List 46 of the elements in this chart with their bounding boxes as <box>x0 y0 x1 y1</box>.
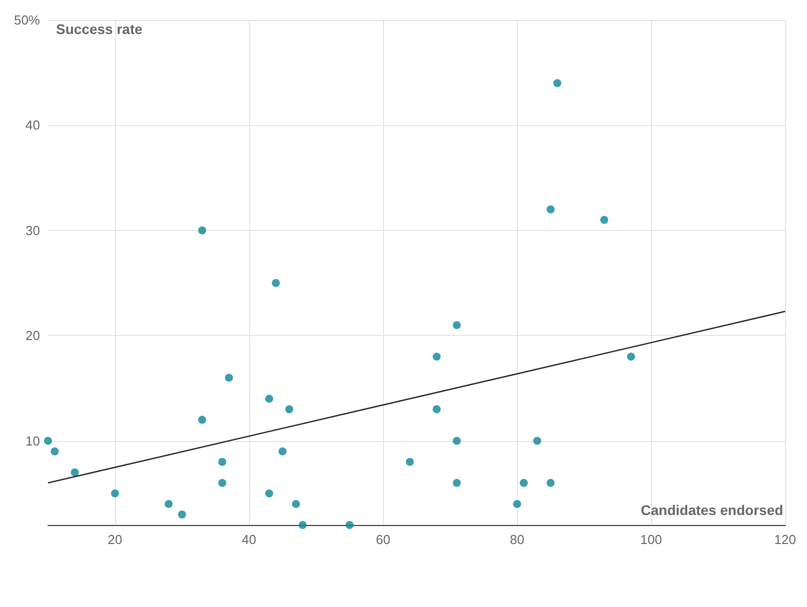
point <box>627 352 636 361</box>
point <box>44 436 52 445</box>
point <box>533 436 542 445</box>
point <box>265 489 274 498</box>
point <box>272 279 280 288</box>
y-tick-label: 20 <box>26 328 40 344</box>
point <box>198 226 206 234</box>
point <box>432 352 441 361</box>
point <box>164 500 173 508</box>
point <box>178 510 186 518</box>
x-tick-label: 120 <box>774 532 796 547</box>
x-tick-label: 20 <box>108 532 122 547</box>
point <box>285 405 294 414</box>
point <box>218 478 226 487</box>
point <box>224 374 233 382</box>
y-tick-label: 40 <box>26 118 40 133</box>
y-tick-label: 50% <box>14 12 40 28</box>
point <box>292 500 300 508</box>
x-tick-label: 60 <box>376 532 390 547</box>
point <box>50 447 59 456</box>
y-axis-title: Success rate <box>56 21 143 37</box>
point <box>218 458 226 466</box>
point <box>265 394 274 403</box>
x-axis-title: Candidates endorsed <box>640 502 784 518</box>
x-tick-label: 40 <box>242 532 256 547</box>
point <box>198 416 206 424</box>
point <box>111 489 120 498</box>
point <box>513 500 522 508</box>
point <box>546 205 555 214</box>
point <box>278 447 287 456</box>
point <box>452 321 461 330</box>
point <box>452 478 461 487</box>
point <box>520 478 528 487</box>
point <box>406 458 414 466</box>
point <box>70 468 79 476</box>
point <box>553 79 562 88</box>
point <box>452 436 461 445</box>
y-tick-label: 30 <box>26 222 40 238</box>
x-tick-label: 100 <box>640 532 662 547</box>
point <box>432 405 441 414</box>
point <box>346 521 354 529</box>
x-tick-label: 80 <box>510 532 524 547</box>
point <box>546 478 555 487</box>
y-tick-label: 10 <box>26 433 40 448</box>
point <box>600 216 608 224</box>
point <box>298 521 307 529</box>
